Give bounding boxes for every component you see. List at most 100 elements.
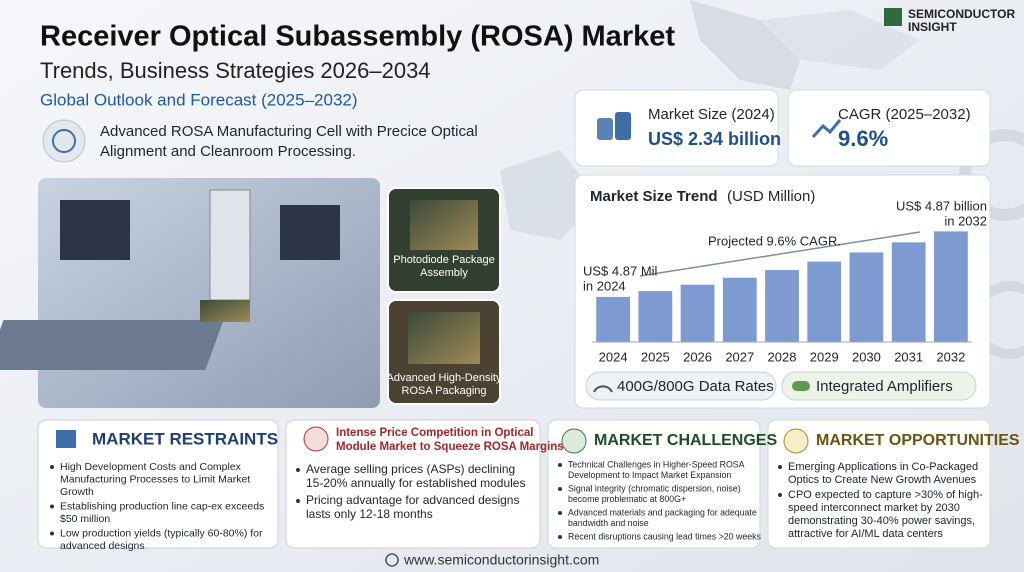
bullet <box>296 468 300 472</box>
panel-item: Advanced materials and packaging for ade… <box>568 507 757 517</box>
x-tick-label: 2032 <box>936 349 965 364</box>
annotation: in 2032 <box>944 213 987 228</box>
panel-item: High Development Costs and Complex <box>60 461 242 473</box>
panel-item: become problematic at 800G+ <box>568 494 686 504</box>
panel-title: Intense Price Competition in Optical <box>336 427 533 439</box>
opportunities-icon <box>783 428 809 454</box>
annotation: US$ 4.87 billion <box>896 198 987 213</box>
bullet <box>50 465 54 469</box>
brand-name: INSIGHT <box>908 20 957 34</box>
chart-title: Market Size Trend <box>590 188 718 205</box>
annotation: Projected 9.6% CAGR. <box>708 233 841 248</box>
kpi-value: 9.6% <box>838 126 888 151</box>
x-tick-label: 2025 <box>641 349 670 364</box>
feature-pill <box>585 371 777 401</box>
lab-machine <box>209 189 251 301</box>
amp-icon <box>792 381 810 391</box>
brand-icon <box>884 8 902 26</box>
kpi-label: Market Size (2024) <box>648 106 775 123</box>
panel-item: Recent disruptions causing lead times >2… <box>568 531 762 541</box>
panel-title: MARKET CHALLENGES <box>594 432 777 449</box>
lab-monitor <box>280 205 340 260</box>
chart-subtitle: (USD Million) <box>727 188 815 205</box>
panel-title: Module Market to Squeeze ROSA Margins <box>336 441 564 453</box>
bullet <box>558 463 562 467</box>
bullet <box>558 535 562 539</box>
panel-item: speed interconnect market by 2030 <box>788 502 960 514</box>
robot-decoration <box>500 0 1024 359</box>
panel-item: Development to Impact Market Expansion <box>568 470 731 480</box>
kpi-card <box>787 89 991 167</box>
image-label: ROSA Packaging <box>402 385 487 397</box>
kpi-value: US$ 2.34 billion <box>648 129 781 149</box>
bar <box>596 296 630 342</box>
x-tick-label: 2026 <box>683 349 712 364</box>
globe-icon <box>52 129 76 153</box>
bar <box>722 277 757 342</box>
web-icon <box>385 553 399 567</box>
brand-name: SEMICONDUCTOR <box>908 7 1015 21</box>
panel <box>285 419 541 549</box>
panel-item: Signal integrity (chromatic dispersion, … <box>568 483 741 493</box>
bullet <box>778 465 782 469</box>
panel-item: bandwidth and noise <box>568 518 649 528</box>
challenges-icon <box>561 428 587 454</box>
feature: Integrated Amplifiers <box>816 378 953 395</box>
annotation: in 2024 <box>583 278 626 293</box>
panel-item: Growth <box>60 486 94 498</box>
caption: Alignment and Cleanroom Processing. <box>100 143 356 160</box>
x-tick-label: 2029 <box>810 349 839 364</box>
coins-icon <box>597 112 631 140</box>
panel-item: Pricing advantage for advanced designs <box>306 493 519 507</box>
trend-arrow <box>639 231 921 277</box>
competition-icon <box>303 426 329 452</box>
restraints-icon <box>56 430 76 448</box>
panel-item: $50 million <box>60 513 110 525</box>
trend-icon <box>811 119 842 139</box>
lab-bench <box>0 320 224 370</box>
panel-item: CPO expected to capture >30% of high- <box>788 489 983 501</box>
panel-item: Emerging Applications in Co-Packaged <box>788 461 978 473</box>
bar <box>765 270 799 342</box>
kpi-label: CAGR (2025–2032) <box>838 106 971 123</box>
panel-item: lasts only 12-18 months <box>306 507 433 521</box>
panel-item: Establishing production line cap-ex exce… <box>60 500 264 512</box>
outlook: Global Outlook and Forecast (2025–2032) <box>40 90 358 109</box>
panel-item: advanced designs <box>60 540 145 552</box>
image-label: Photodiode Package <box>393 254 495 266</box>
x-tick-label: 2024 <box>599 349 628 364</box>
x-tick-label: 2027 <box>725 349 754 364</box>
panel-item: 15-20% annually for established modules <box>306 476 525 490</box>
image-label: Assembly <box>420 267 468 279</box>
subtitle: Trends, Business Strategies 2026–2034 <box>40 58 431 83</box>
caption: Advanced ROSA Manufacturing Cell with Pr… <box>100 123 478 140</box>
bar <box>807 261 842 342</box>
bar <box>680 284 715 342</box>
bar <box>849 252 884 342</box>
panel-item: Low production yields (typically 60-80%)… <box>60 527 263 539</box>
bar <box>638 291 673 342</box>
bullet <box>50 531 54 536</box>
panel-item: Average selling prices (ASPs) declining <box>306 462 515 476</box>
lab-monitor <box>60 200 130 260</box>
panel-item: Optics to Create New Growth Avenues <box>788 474 977 486</box>
panel-item: demonstrating 30-40% power savings, <box>788 515 975 527</box>
x-tick-label: 2031 <box>894 349 923 364</box>
bullet <box>778 493 782 497</box>
x-tick-label: 2030 <box>852 349 881 364</box>
feature: 400G/800G Data Rates <box>617 378 774 395</box>
panel-item: attractive for AI/ML data centers <box>788 528 943 540</box>
bullet <box>558 487 562 491</box>
gauge-icon <box>593 385 613 393</box>
footer: www.semiconductorinsight.com <box>403 552 599 568</box>
title: Receiver Optical Subassembly (ROSA) Mark… <box>40 21 675 53</box>
panel-item: Technical Challenges in Higher-Speed ROS… <box>568 459 745 469</box>
panel-item: Manufacturing Processes to Limit Market <box>60 473 250 485</box>
photodiode-chip <box>410 200 478 250</box>
panel <box>37 419 279 549</box>
kpi-card <box>574 89 779 167</box>
bar <box>934 231 968 342</box>
feature-pill <box>781 371 977 401</box>
